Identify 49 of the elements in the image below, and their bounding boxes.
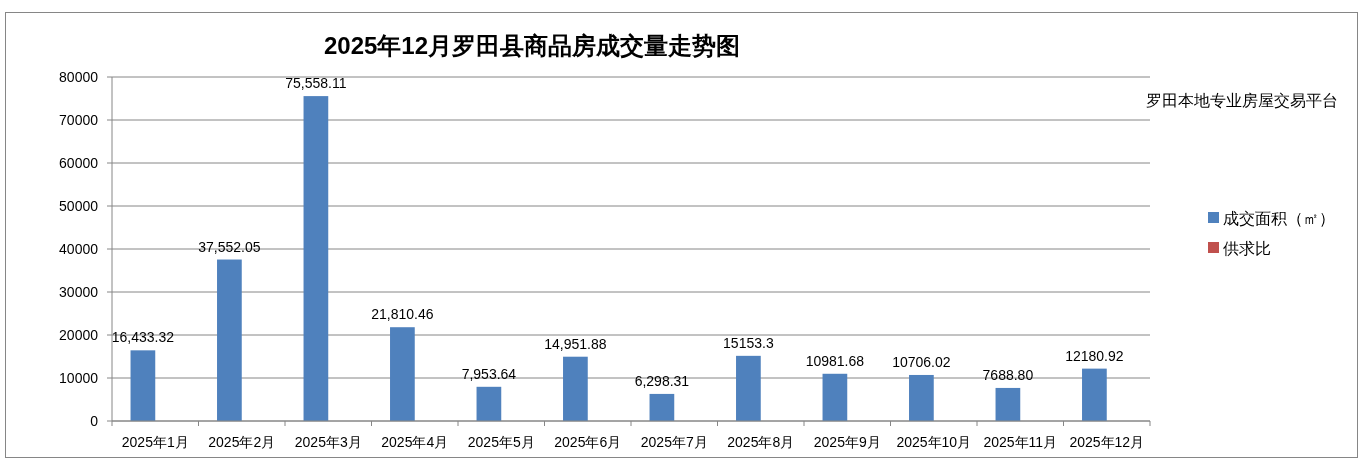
y-tick-label: 30000 (59, 284, 99, 300)
chart-title: 2025年12月罗田县商品房成交量走势图 (323, 32, 741, 59)
data-label: 7,953.64 (461, 365, 517, 382)
bar (130, 350, 156, 421)
bar (476, 386, 502, 421)
bar (563, 356, 588, 421)
bar (995, 387, 1021, 421)
x-tick-label: 2025年9月 (813, 434, 881, 450)
data-label: 15153.3 (723, 334, 774, 351)
data-label: 16,433.32 (111, 329, 175, 346)
x-tick-label: 2025年7月 (640, 434, 708, 450)
data-label: 10706.02 (892, 353, 951, 370)
y-tick-label: 50000 (59, 198, 99, 214)
bar (736, 355, 761, 421)
x-tick-label: 2025年1月 (121, 434, 189, 450)
bar (909, 374, 934, 421)
y-tick-label: 20000 (59, 327, 99, 343)
bar (390, 327, 415, 421)
x-tick-label: 2025年3月 (294, 434, 362, 450)
bar (1082, 368, 1107, 421)
data-label: 37,552.05 (198, 238, 261, 255)
bar (649, 393, 675, 421)
x-tick-label: 2025年8月 (727, 434, 795, 450)
x-tick-label: 2025年6月 (554, 434, 622, 450)
data-label: 21,810.46 (371, 306, 434, 323)
legend-label: 供求比 (1223, 239, 1271, 257)
x-tick-label: 2025年11月 (983, 434, 1058, 450)
x-tick-label: 2025年2月 (208, 434, 276, 450)
bar (822, 373, 848, 421)
y-tick-label: 10000 (59, 370, 99, 386)
data-label: 12180.92 (1065, 347, 1124, 364)
annotation: 罗田本地专业房屋交易平台 (1146, 92, 1338, 109)
legend-label: 成交面积（㎡） (1223, 209, 1335, 227)
x-tick-label: 2025年4月 (381, 434, 449, 450)
bar (303, 96, 329, 421)
y-tick-label: 0 (90, 413, 99, 429)
y-tick-label: 80000 (59, 69, 99, 85)
y-tick-label: 70000 (59, 112, 99, 128)
data-label: 6,298.31 (634, 372, 690, 389)
bar (217, 259, 242, 421)
x-tick-label: 2025年10月 (896, 434, 972, 450)
y-tick-label: 40000 (59, 241, 99, 257)
data-label: 14,951.88 (544, 335, 607, 352)
data-label: 75,558.11 (285, 75, 347, 92)
data-label: 10981.68 (805, 352, 865, 369)
y-tick-label: 60000 (59, 155, 99, 171)
data-label: 7688.80 (982, 366, 1034, 383)
x-tick-label: 2025年12月 (1069, 434, 1145, 450)
x-tick-label: 2025年5月 (467, 434, 535, 450)
